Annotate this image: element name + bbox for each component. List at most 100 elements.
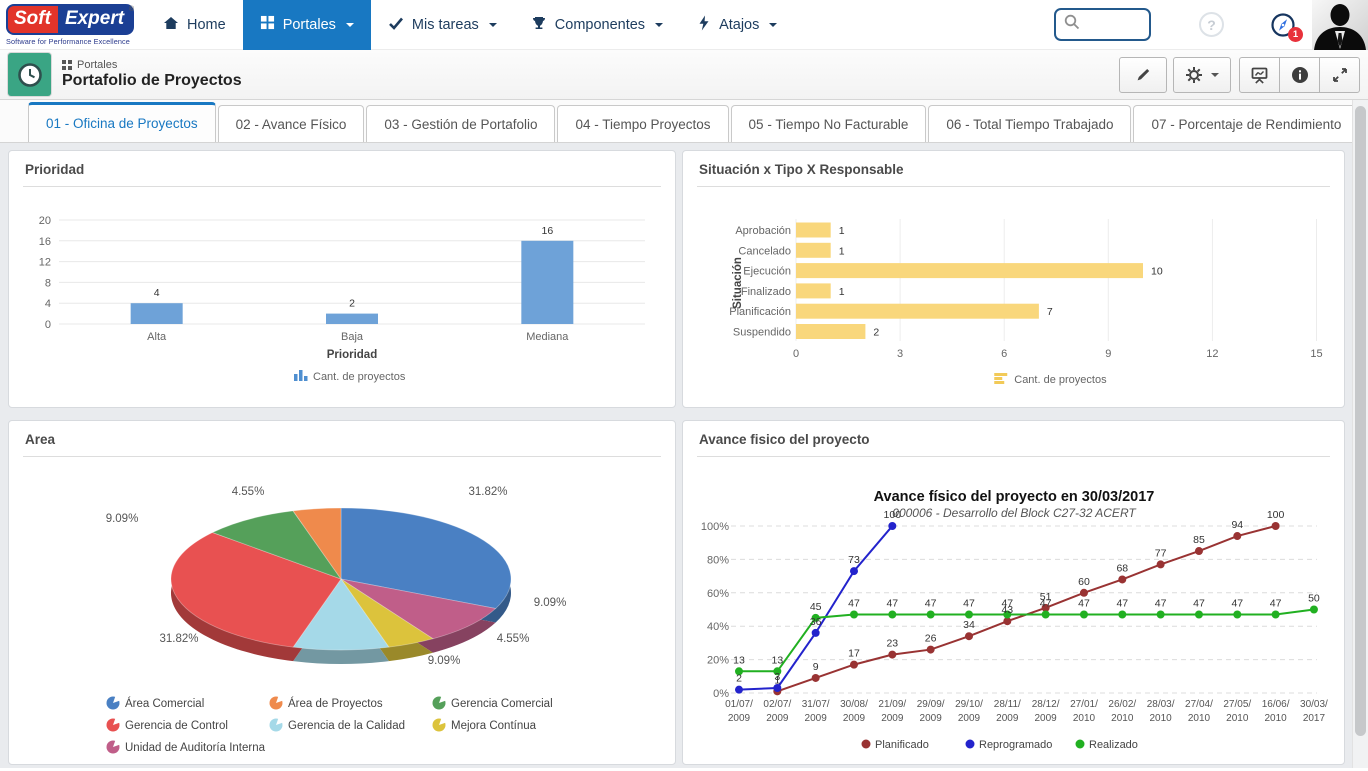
portal-clock-tile bbox=[8, 53, 51, 96]
notifications-compass-icon[interactable]: 1 bbox=[1270, 12, 1296, 38]
panel-title: Situación x Tipo X Responsable bbox=[697, 151, 1330, 187]
svg-text:Cant. de proyectos: Cant. de proyectos bbox=[1014, 374, 1107, 386]
nav-item-portales[interactable]: Portales bbox=[243, 0, 371, 50]
grid-icon bbox=[62, 60, 72, 70]
chevron-down-icon bbox=[489, 23, 497, 27]
svg-text:36: 36 bbox=[810, 616, 822, 628]
scrollbar-thumb[interactable] bbox=[1355, 106, 1366, 736]
svg-text:2009: 2009 bbox=[958, 713, 981, 724]
svg-text:9.09%: 9.09% bbox=[534, 597, 567, 609]
svg-text:2009: 2009 bbox=[1035, 713, 1058, 724]
svg-text:2010: 2010 bbox=[1111, 713, 1134, 724]
svg-text:100%: 100% bbox=[701, 521, 729, 533]
svg-text:4: 4 bbox=[154, 287, 160, 299]
svg-text:21/09/: 21/09/ bbox=[878, 699, 906, 710]
svg-text:Mejora Contínua: Mejora Contínua bbox=[451, 720, 537, 732]
logo-tagline: Software for Performance Excellence bbox=[6, 37, 132, 46]
user-avatar[interactable] bbox=[1312, 0, 1368, 50]
svg-text:Aprobación: Aprobación bbox=[735, 225, 791, 237]
svg-text:3: 3 bbox=[774, 671, 780, 683]
svg-text:9.09%: 9.09% bbox=[428, 655, 461, 667]
svg-text:0: 0 bbox=[45, 319, 51, 331]
svg-text:Gerencia Comercial: Gerencia Comercial bbox=[451, 698, 553, 710]
svg-text:2010: 2010 bbox=[1226, 713, 1249, 724]
nav-item-label: Componentes bbox=[555, 17, 645, 33]
info-button[interactable] bbox=[1279, 57, 1320, 93]
svg-text:60: 60 bbox=[1078, 576, 1090, 588]
settings-button[interactable] bbox=[1173, 57, 1231, 93]
panel-area: Area 31.82%4.55%9.09%31.82%9.09%4.55%9.0… bbox=[8, 420, 676, 765]
tab-tiempo-proyectos[interactable]: 04 - Tiempo Proyectos bbox=[557, 105, 728, 142]
avance-line-chart: Avance físico del proyecto en 30/03/2017… bbox=[683, 465, 1346, 771]
navbar-right: ? 1 bbox=[1054, 0, 1368, 50]
tab-oficina-de-proyectos[interactable]: 01 - Oficina de Proyectos bbox=[28, 102, 216, 142]
nav-item-atajos[interactable]: Atajos bbox=[680, 0, 794, 50]
presentation-button[interactable] bbox=[1239, 57, 1280, 93]
svg-text:2009: 2009 bbox=[843, 713, 866, 724]
svg-text:47: 47 bbox=[1040, 598, 1052, 610]
svg-text:73: 73 bbox=[848, 554, 860, 566]
help-icon[interactable]: ? bbox=[1199, 12, 1224, 37]
main-menu: Home Portales Mis tareas Componentes Ata… bbox=[146, 0, 794, 50]
svg-text:47: 47 bbox=[963, 598, 975, 610]
svg-text:Cancelado: Cancelado bbox=[738, 245, 791, 257]
svg-text:2009: 2009 bbox=[920, 713, 943, 724]
svg-text:47: 47 bbox=[1078, 598, 1090, 610]
tab-tiempo-no-facturable[interactable]: 05 - Tiempo No Facturable bbox=[731, 105, 927, 142]
svg-text:23: 23 bbox=[886, 638, 898, 650]
svg-text:3: 3 bbox=[897, 348, 903, 360]
svg-text:13: 13 bbox=[733, 654, 745, 666]
svg-text:34: 34 bbox=[963, 619, 975, 631]
expand-icon bbox=[1331, 66, 1349, 84]
svg-text:15: 15 bbox=[1310, 348, 1322, 360]
breadcrumb[interactable]: Portales bbox=[62, 59, 242, 71]
tab-porcentaje-de-rendimiento[interactable]: 07 - Porcentaje de Rendimiento bbox=[1133, 105, 1359, 142]
svg-text:20%: 20% bbox=[707, 655, 729, 667]
svg-text:1: 1 bbox=[839, 225, 845, 237]
svg-text:4.55%: 4.55% bbox=[232, 486, 265, 498]
svg-text:2009: 2009 bbox=[881, 713, 904, 724]
tab-total-tiempo-trabajado[interactable]: 06 - Total Tiempo Trabajado bbox=[928, 105, 1131, 142]
search-icon bbox=[1063, 13, 1081, 36]
svg-text:94: 94 bbox=[1231, 519, 1243, 531]
panel-avance-fisico: Avance fisico del proyecto Avance físico… bbox=[682, 420, 1345, 765]
svg-text:47: 47 bbox=[1231, 598, 1243, 610]
clock-icon bbox=[16, 61, 44, 89]
chevron-down-icon bbox=[769, 23, 777, 27]
tab-avance-fisico[interactable]: 02 - Avance Físico bbox=[218, 105, 365, 142]
svg-text:47: 47 bbox=[1155, 598, 1167, 610]
svg-text:16/06/: 16/06/ bbox=[1262, 699, 1290, 710]
svg-text:68: 68 bbox=[1116, 562, 1128, 574]
header-actions bbox=[1119, 57, 1360, 93]
page-title: Portafolio de Proyectos bbox=[62, 72, 242, 90]
svg-text:13: 13 bbox=[771, 654, 783, 666]
tab-gestion-de-portafolio[interactable]: 03 - Gestión de Portafolio bbox=[366, 105, 555, 142]
nav-item-home[interactable]: Home bbox=[146, 0, 243, 50]
expand-button[interactable] bbox=[1319, 57, 1360, 93]
lightning-icon bbox=[697, 15, 711, 35]
svg-text:45: 45 bbox=[810, 601, 822, 613]
svg-text:2010: 2010 bbox=[1188, 713, 1211, 724]
edit-pencil-icon bbox=[1134, 66, 1152, 84]
search-input[interactable] bbox=[1081, 17, 1143, 32]
svg-text:7: 7 bbox=[1047, 306, 1053, 318]
area-pie-chart: 31.82%4.55%9.09%31.82%9.09%4.55%9.09%Áre… bbox=[9, 465, 677, 771]
svg-text:02/07/: 02/07/ bbox=[763, 699, 791, 710]
nav-item-label: Mis tareas bbox=[412, 17, 479, 33]
edit-button[interactable] bbox=[1119, 57, 1167, 93]
panel-title: Avance fisico del proyecto bbox=[697, 421, 1330, 457]
svg-text:30/03/: 30/03/ bbox=[1300, 699, 1328, 710]
nav-item-mis-tareas[interactable]: Mis tareas bbox=[371, 0, 514, 50]
svg-text:100: 100 bbox=[1267, 509, 1285, 521]
nav-item-label: Atajos bbox=[719, 17, 759, 33]
breadcrumb-label: Portales bbox=[77, 59, 117, 71]
nav-item-componentes[interactable]: Componentes bbox=[514, 0, 680, 50]
svg-text:6: 6 bbox=[1001, 348, 1007, 360]
svg-text:Alta: Alta bbox=[147, 331, 167, 343]
svg-text:Unidad de Auditoría Interna: Unidad de Auditoría Interna bbox=[125, 742, 266, 754]
situacion-hbar-chart: 03691215Aprobación1Cancelado1Ejecución10… bbox=[683, 195, 1346, 414]
dashboard-content: Prioridad 0481216204Alta2Baja16MedianaPr… bbox=[0, 143, 1352, 768]
svg-text:Suspendido: Suspendido bbox=[733, 327, 791, 339]
svg-text:47: 47 bbox=[1001, 598, 1013, 610]
svg-text:47: 47 bbox=[925, 598, 937, 610]
